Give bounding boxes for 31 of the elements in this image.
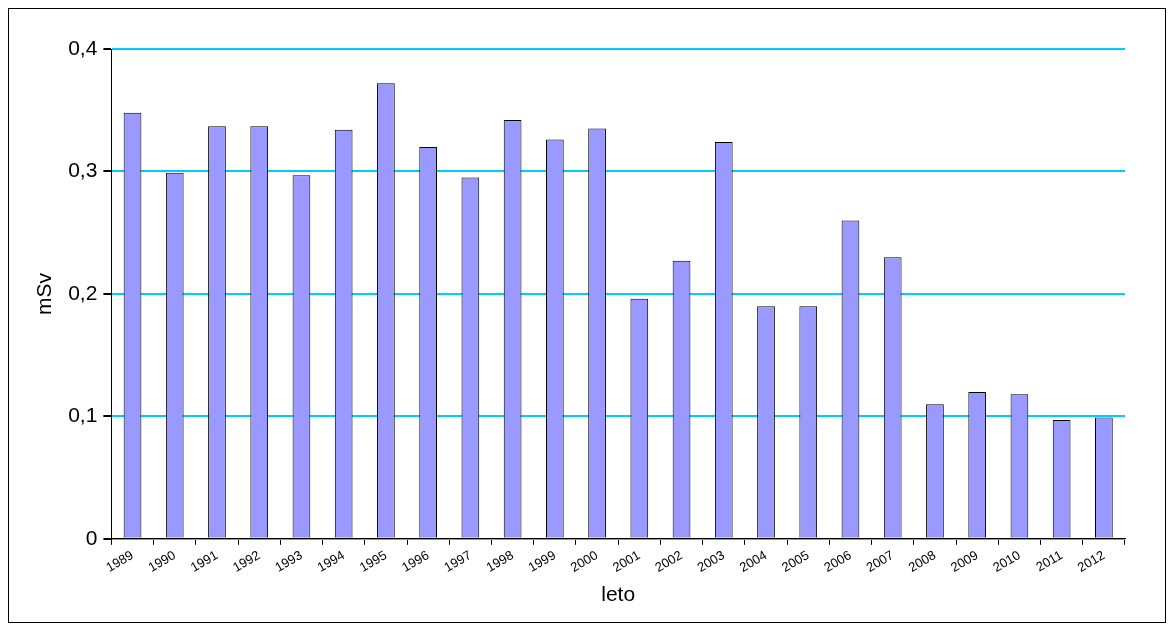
x-tick-label: 2000 (567, 547, 601, 575)
x-tick-label: 2010 (990, 547, 1023, 575)
x-tick-label: 1993 (272, 547, 305, 575)
x-tick-label: 1995 (356, 547, 390, 575)
x-tick-label: 1989 (103, 547, 136, 575)
y-axis-title: mSv (32, 272, 56, 315)
y-tick-label: 0,3 (68, 158, 98, 182)
x-tick-label: 2011 (1033, 547, 1065, 575)
y-tick-label: 0,4 (68, 35, 98, 59)
x-tick-label: 2008 (905, 547, 939, 575)
x-tick-label: 2003 (694, 547, 728, 575)
x-tick-label: 1999 (525, 547, 559, 575)
x-tick-label: 1990 (145, 547, 179, 575)
x-tick-label: 2007 (863, 547, 896, 575)
x-tick-label: 2004 (736, 547, 770, 575)
x-tick-label: 2001 (610, 547, 643, 575)
y-tick-label: 0,2 (68, 280, 98, 304)
x-tick-label: 1997 (441, 547, 474, 575)
x-tick-label: 2012 (1074, 547, 1108, 575)
x-axis-title: leto (601, 582, 636, 606)
y-tick-label: 0 (85, 525, 98, 549)
x-tick-label: 2002 (652, 547, 685, 575)
x-tick-label: 2006 (821, 547, 854, 575)
x-tick-label: 2009 (947, 547, 981, 575)
x-tick-label: 1991 (187, 547, 221, 575)
x-tick-label: 2005 (779, 547, 812, 575)
y-tick-label: 0,1 (68, 403, 98, 427)
x-tick-label: 1994 (314, 547, 347, 575)
x-tick-label: 1998 (483, 547, 516, 575)
x-tick-label: 1992 (229, 547, 263, 575)
x-tick-label: 1996 (398, 547, 432, 575)
